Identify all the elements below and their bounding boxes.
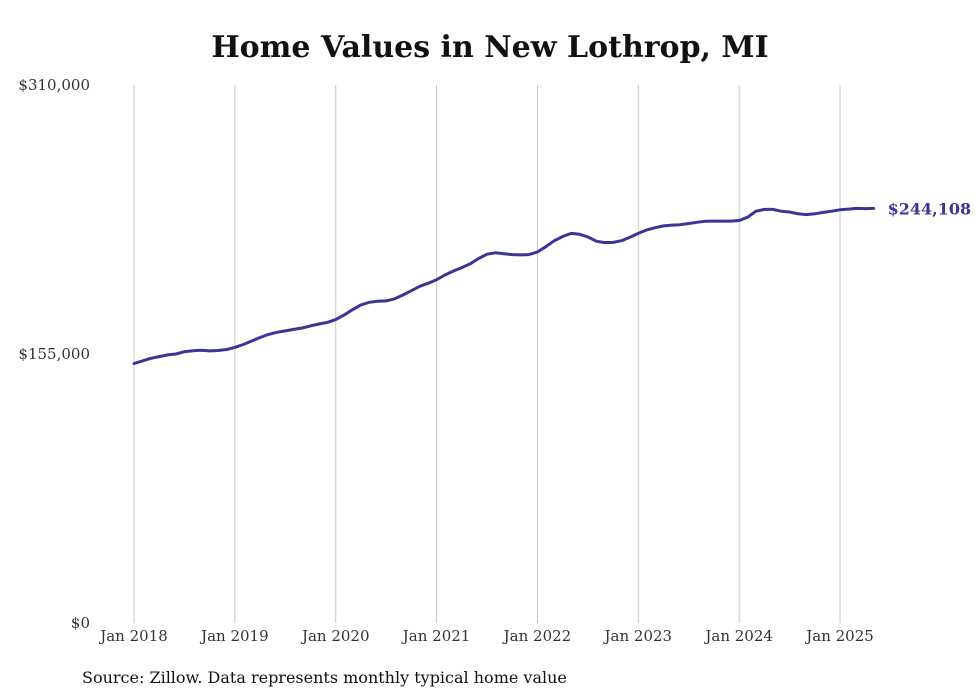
x-tick-label: Jan 2025 [804, 627, 874, 645]
end-value-label: $244,108 [888, 199, 972, 218]
chart-title: Home Values in New Lothrop, MI [211, 30, 769, 65]
x-tick-label: Jan 2023 [603, 627, 673, 645]
y-tick-label: $310,000 [18, 76, 90, 94]
x-tick-label: Jan 2018 [98, 627, 168, 645]
x-tick-label: Jan 2024 [703, 627, 773, 645]
end-label-layer: $244,108 [888, 199, 972, 218]
y-axis-ticks: $0 $155,000 $310,000 [18, 76, 90, 632]
x-tick-label: Jan 2019 [199, 627, 269, 645]
gridlines [133, 85, 841, 623]
x-tick-label: Jan 2021 [401, 627, 471, 645]
series-line [132, 206, 876, 365]
source-note: Source: Zillow. Data represents monthly … [82, 668, 567, 687]
y-tick-label: $155,000 [18, 345, 90, 363]
series-layer [132, 206, 876, 365]
x-tick-label: Jan 2022 [502, 627, 572, 645]
x-tick-label: Jan 2020 [300, 627, 370, 645]
x-axis-ticks: Jan 2018 Jan 2019 Jan 2020 Jan 2021 Jan 2022… [98, 627, 874, 645]
y-tick-label: $0 [71, 614, 90, 632]
